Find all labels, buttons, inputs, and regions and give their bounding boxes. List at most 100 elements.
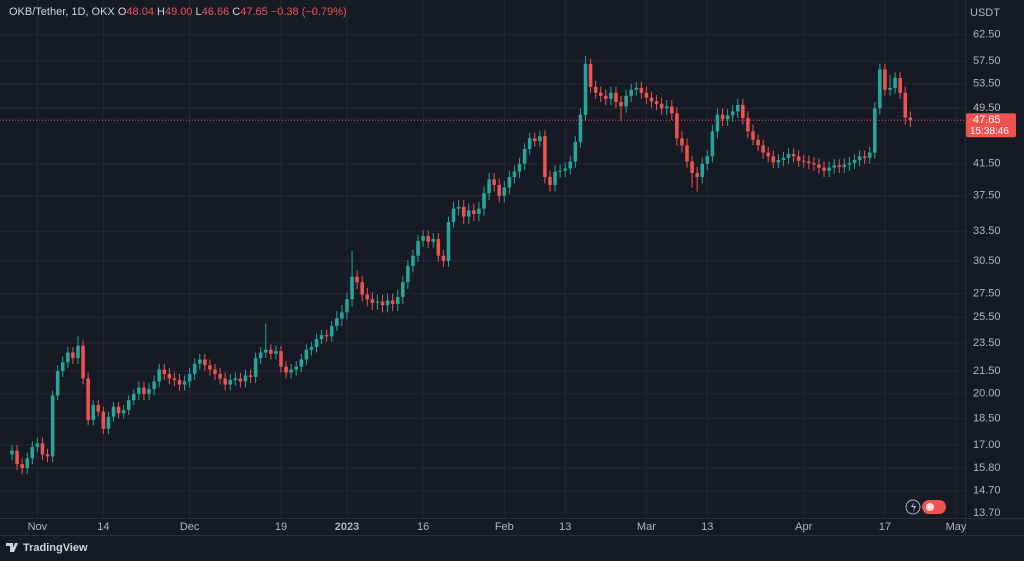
candle-body [614, 92, 618, 102]
y-tick-label: 49.50 [973, 102, 1001, 114]
candle-body [670, 106, 674, 114]
brand: TradingView [23, 542, 88, 554]
candle-body [121, 409, 126, 414]
logo-icon [6, 543, 18, 552]
candle-body [867, 152, 872, 158]
candle-body [71, 352, 75, 359]
y-tick-label: 23.50 [973, 337, 1001, 349]
candle-body [502, 187, 507, 196]
candle-body [649, 97, 654, 102]
countdown-label: 15:38:46 [970, 126, 1009, 137]
candle-body [66, 352, 70, 363]
candle-body [238, 378, 243, 382]
candle-body [223, 378, 227, 385]
candle-body [390, 300, 395, 304]
x-tick-label: Apr [795, 521, 812, 533]
candle-body [746, 117, 750, 132]
candles [10, 55, 913, 475]
replay-icon [911, 502, 916, 512]
candle-body [903, 92, 908, 118]
candle-body [862, 156, 867, 158]
candle-body [527, 138, 532, 149]
candle-body [908, 117, 913, 121]
candle-body [60, 362, 65, 372]
candle-body [263, 349, 268, 353]
field-value: 47.65 [240, 6, 268, 18]
candle-body [55, 371, 60, 396]
candle-body [370, 299, 375, 303]
candle-body [680, 138, 684, 146]
candle-body [441, 255, 446, 261]
candle-body [609, 92, 613, 99]
candle-body [101, 411, 106, 429]
candle-body [893, 77, 897, 88]
candle-body [730, 111, 735, 116]
unit-label: USDT [970, 7, 1000, 19]
field-value: 48.04 [126, 6, 154, 18]
candle-body [624, 95, 628, 107]
y-tick-label: 33.50 [973, 225, 1001, 237]
candle-body [375, 301, 380, 303]
candle-body [619, 101, 623, 107]
ohlc-header: OKB/Tether, 1D, OKX O48.04 H49.00 L46.66… [9, 6, 347, 18]
candle-body [40, 443, 45, 455]
candle-body [654, 101, 659, 104]
candle-body [218, 373, 222, 379]
candle-body [705, 156, 710, 164]
field-key: H [157, 6, 165, 18]
candle-body [761, 145, 765, 153]
candle-body [411, 255, 415, 267]
candle-body [786, 154, 791, 158]
x-tick-label: 13 [701, 521, 713, 533]
y-tick-label: 18.50 [973, 412, 1001, 424]
candle-body [593, 86, 598, 93]
candle-body [111, 406, 116, 417]
candle-body [162, 369, 167, 374]
candle-body [817, 164, 821, 168]
candle-body [380, 301, 385, 306]
candle-body [553, 171, 557, 186]
candle-body [279, 351, 283, 367]
candle-body [573, 141, 578, 162]
candle-body [324, 335, 329, 337]
y-tick-label: 57.50 [973, 55, 1001, 67]
candle-body [568, 161, 573, 169]
candle-body [132, 393, 136, 401]
candle-body [675, 113, 679, 139]
candle-body [690, 161, 694, 174]
x-tick-label: 2023 [335, 521, 359, 533]
candle-body [269, 349, 273, 354]
candle-body [685, 145, 689, 162]
field-key: O [117, 6, 127, 18]
y-tick-label: 62.50 [973, 29, 1001, 41]
candle-body [563, 168, 567, 171]
candle-body [842, 164, 847, 167]
replay-button[interactable] [905, 499, 921, 515]
candle-body [25, 458, 30, 469]
candle-body [812, 163, 816, 165]
candle-body [456, 206, 461, 209]
candle-body [35, 443, 40, 447]
candle-body [634, 87, 639, 90]
y-tick-label: 13.70 [973, 507, 1001, 519]
candle-body [766, 152, 770, 157]
chart-buttons[interactable] [905, 499, 946, 515]
change: −0.38 (−0.79%) [270, 6, 347, 18]
candle-body [421, 236, 425, 241]
candle-body [751, 131, 755, 140]
candle-body [309, 347, 314, 350]
candle-body [406, 266, 410, 283]
candle-body [639, 87, 644, 93]
candle-body [294, 366, 298, 370]
y-tick-label: 53.50 [973, 78, 1001, 90]
candle-body [187, 373, 192, 382]
candle-body [329, 326, 334, 337]
y-tick-label: 21.50 [973, 365, 1001, 377]
candle-body [756, 139, 760, 146]
candle-body [345, 299, 349, 313]
x-tick-label: Feb [495, 521, 514, 533]
field-key: C [232, 6, 241, 18]
candle-body [213, 369, 217, 374]
candle-body [700, 163, 705, 178]
